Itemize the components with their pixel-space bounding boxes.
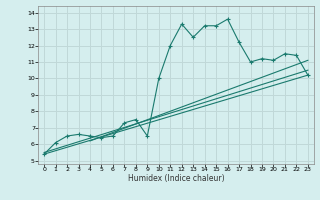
X-axis label: Humidex (Indice chaleur): Humidex (Indice chaleur): [128, 174, 224, 183]
